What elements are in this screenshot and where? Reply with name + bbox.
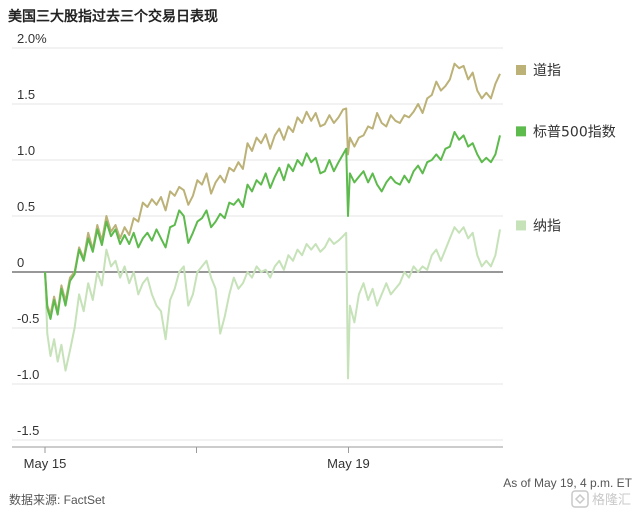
y-axis-ticks: 2.0% 1.5 1.0 0.5 0 -0.5 -1.0 -1.5 xyxy=(17,31,47,438)
y-tick-label: -1.5 xyxy=(17,423,39,438)
x-axis: May 15 May 19 xyxy=(12,446,503,471)
watermark-text: 格隆汇 xyxy=(592,492,631,508)
legend-label: 标普500指数 xyxy=(533,124,616,140)
series-line-1 xyxy=(44,131,501,320)
legend-swatch xyxy=(516,220,526,231)
series-lines xyxy=(44,62,501,380)
legend-label: 道指 xyxy=(533,63,561,79)
y-tick-label: 1.0 xyxy=(17,143,35,158)
legend-item-2: 纳指 xyxy=(516,218,561,234)
timestamp-note: As of May 19, 4 p.m. ET xyxy=(503,476,632,490)
legend-item-0: 道指 xyxy=(516,63,561,79)
legend-swatch xyxy=(516,126,526,137)
series-line-0 xyxy=(44,62,501,316)
y-tick-label: 2.0% xyxy=(17,31,47,46)
legend-item-1: 标普500指数 xyxy=(516,124,616,140)
legend-label: 纳指 xyxy=(533,218,561,234)
x-tick-label: May 15 xyxy=(24,456,67,471)
y-tick-label: -1.0 xyxy=(17,367,39,382)
y-tick-label: 0.5 xyxy=(17,199,35,214)
gelonghui-logo-icon xyxy=(571,490,589,508)
series-line-2 xyxy=(44,226,501,380)
y-tick-label: 0 xyxy=(17,255,24,270)
watermark: 格隆汇 xyxy=(571,490,631,508)
chart-title: 美国三大股指过去三个交易日表现 xyxy=(8,8,218,25)
source-note: 数据来源: FactSet xyxy=(9,492,106,507)
y-tick-label: 1.5 xyxy=(17,87,35,102)
legend-swatch xyxy=(516,65,526,75)
x-tick-label: May 19 xyxy=(327,456,370,471)
gridlines xyxy=(12,47,503,441)
y-tick-label: -0.5 xyxy=(17,311,39,326)
